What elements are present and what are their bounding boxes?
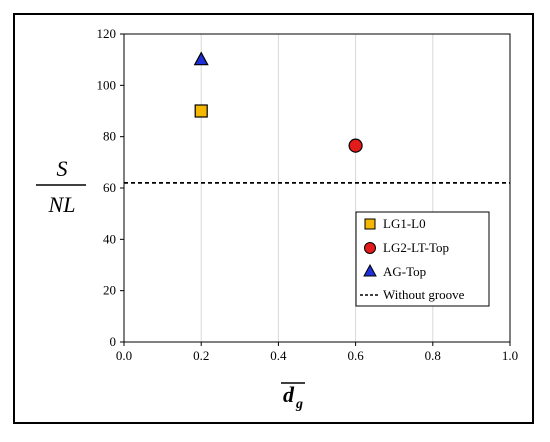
legend-marker-circle bbox=[364, 242, 376, 254]
y-tick-label: 0 bbox=[110, 334, 117, 349]
y-tick-label: 40 bbox=[103, 231, 116, 246]
y-tick-label: 120 bbox=[97, 26, 117, 41]
legend-marker-square bbox=[364, 218, 376, 230]
x-tick-label: 0.0 bbox=[116, 348, 132, 363]
x-axis-label: d bbox=[283, 382, 295, 407]
legend-label-without-groove: Without groove bbox=[383, 287, 465, 302]
legend-box bbox=[355, 211, 490, 307]
data-point-lg2-lt-top bbox=[348, 138, 363, 153]
data-markers bbox=[193, 51, 363, 153]
y-tick-label: 100 bbox=[97, 77, 117, 92]
y-axis-label-numerator: S bbox=[57, 156, 68, 181]
x-tick-label: 0.2 bbox=[193, 348, 209, 363]
data-point-lg1-l0 bbox=[194, 104, 208, 118]
y-tick-label: 80 bbox=[103, 129, 116, 144]
x-tick-label: 1.0 bbox=[502, 348, 518, 363]
x-tick-label: 0.8 bbox=[425, 348, 441, 363]
y-axis-label-denominator: NL bbox=[48, 192, 76, 217]
x-axis-ticks: 0.0 0.2 0.4 0.6 0.8 1.0 bbox=[116, 342, 518, 363]
legend-label-ag-top: AG-Top bbox=[383, 264, 426, 279]
legend: LG1-L0 LG2-LT-Top AG-Top Without groove bbox=[355, 211, 490, 307]
y-tick-label: 60 bbox=[103, 180, 116, 195]
legend-label-lg2-lt-top: LG2-LT-Top bbox=[383, 240, 449, 255]
figure-frame bbox=[13, 13, 534, 424]
x-axis-label-subscript: g bbox=[295, 397, 303, 412]
y-axis-ticks: 0 20 40 60 80 100 120 bbox=[97, 26, 124, 349]
data-point-ag-top bbox=[193, 51, 209, 66]
legend-label-lg1-l0: LG1-L0 bbox=[383, 216, 426, 231]
x-tick-label: 0.6 bbox=[347, 348, 364, 363]
legend-marker-triangle bbox=[363, 263, 377, 277]
x-tick-label: 0.4 bbox=[270, 348, 287, 363]
y-tick-label: 20 bbox=[103, 283, 116, 298]
